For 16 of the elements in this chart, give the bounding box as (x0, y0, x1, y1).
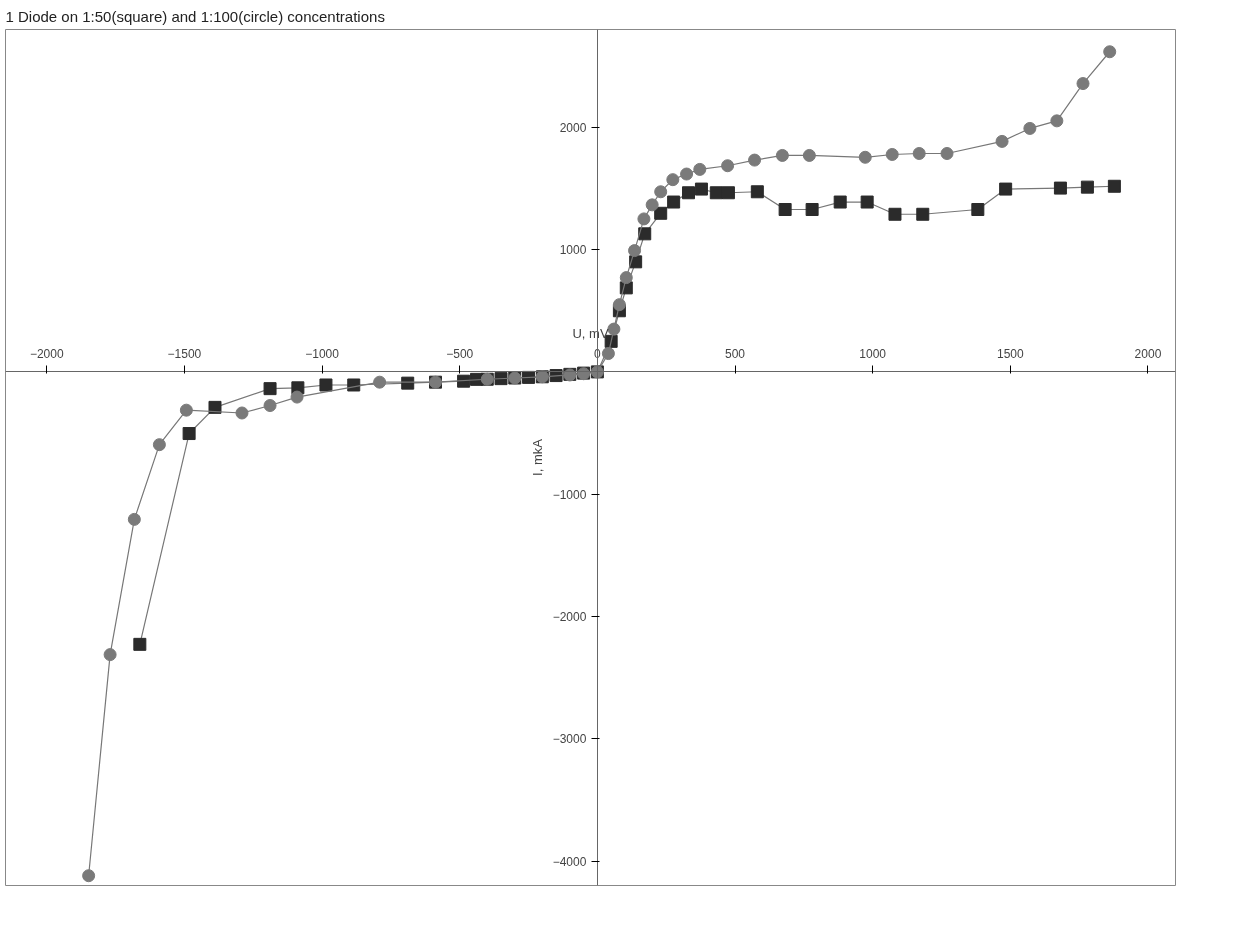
x-tick-label: 1000 (859, 346, 887, 361)
y-tick-label: 2000 (559, 120, 587, 135)
x-tick-label: −1500 (167, 346, 202, 361)
x-tick-label: 2000 (1134, 346, 1162, 361)
y-axis-title: I, mkA (529, 438, 545, 476)
y-tick-label: −4000 (552, 854, 587, 869)
x-tick-label: 500 (725, 346, 746, 361)
y-tick-label: −2000 (552, 609, 587, 624)
x-tick-label: −1000 (305, 346, 340, 361)
y-tick-label: −1000 (552, 487, 587, 502)
x-tick-label: 1500 (996, 346, 1024, 361)
y-tick-label: −3000 (552, 732, 587, 747)
chart-title: 1 Diode on 1:50(square) and 1:100(circle) concentrations (5, 7, 385, 25)
y-tick-label: 1000 (559, 243, 587, 258)
x-tick-label: −2000 (29, 346, 64, 361)
x-tick-label: −500 (446, 346, 474, 361)
